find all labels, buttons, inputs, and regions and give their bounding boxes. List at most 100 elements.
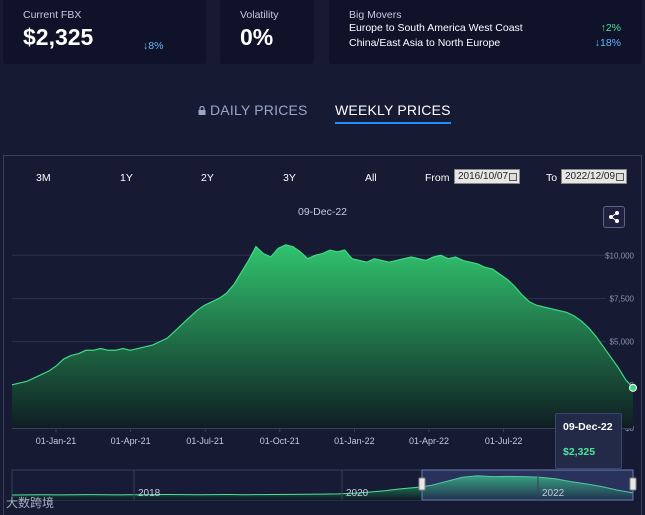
data-point — [211, 301, 212, 302]
x-tick-label: 01-Oct-21 — [260, 436, 300, 446]
data-point — [189, 317, 190, 318]
range-selector: 3M 1Y 2Y 3Y All From 2016/10/07 To 2022/… — [4, 156, 641, 196]
data-point — [233, 284, 234, 285]
watermark-logo: 大数跨境 — [6, 494, 54, 511]
range-2y-button[interactable]: 2Y — [201, 172, 214, 184]
data-point — [100, 348, 101, 349]
data-point — [440, 255, 441, 256]
range-1y-button[interactable]: 1Y — [120, 172, 133, 184]
price-chart: 09-Dec-22 $10,000$7,500$5,000$2,500$001-… — [4, 196, 641, 515]
navigator-area — [12, 475, 633, 500]
mover-row[interactable]: China/East Asia to North Europe ↓18% — [349, 37, 629, 49]
data-point — [448, 258, 449, 259]
data-point — [522, 295, 523, 296]
data-point — [551, 308, 552, 309]
data-point — [63, 358, 64, 359]
y-tick-label: $5,000 — [610, 338, 635, 347]
data-point — [352, 258, 353, 259]
data-point — [204, 305, 205, 306]
data-point — [159, 341, 160, 342]
data-point — [12, 384, 13, 385]
data-point — [477, 263, 478, 264]
data-point — [115, 350, 116, 351]
data-point — [507, 279, 508, 280]
data-point — [559, 310, 560, 311]
data-point — [71, 355, 72, 356]
data-point — [122, 348, 123, 349]
tab-weekly-prices[interactable]: WEEKLY PRICES — [335, 102, 451, 124]
data-point — [337, 251, 338, 252]
data-point — [596, 336, 597, 337]
data-point — [56, 365, 57, 366]
y-tick-label: $7,500 — [610, 294, 635, 303]
data-point — [300, 251, 301, 252]
data-point — [588, 327, 589, 328]
x-tick-label: 01-Apr-21 — [111, 436, 151, 446]
mover-row[interactable]: Europe to South America West Coast ↑2% — [349, 22, 629, 34]
data-point — [536, 305, 537, 306]
range-all-button[interactable]: All — [365, 172, 377, 184]
last-point-marker — [629, 383, 637, 392]
share-button[interactable] — [603, 206, 625, 228]
chart-tooltip: 09-Dec-22 $2,325 — [555, 413, 622, 469]
y-tick-label: $10,000 — [605, 251, 634, 260]
data-point — [219, 298, 220, 299]
data-point — [470, 262, 471, 263]
from-date-value: 2016/10/07 — [458, 171, 509, 182]
tab-daily-prices[interactable]: DAILY PRICES — [198, 102, 308, 118]
data-point — [455, 257, 456, 258]
data-point — [270, 257, 271, 258]
data-point — [381, 260, 382, 261]
data-point — [93, 350, 94, 351]
data-point — [581, 320, 582, 321]
x-tick-label: 01-Apr-22 — [409, 436, 449, 446]
data-point — [174, 331, 175, 332]
data-point — [145, 346, 146, 347]
data-point — [499, 274, 500, 275]
data-point — [182, 324, 183, 325]
data-point — [566, 312, 567, 313]
chart-panel: 3M 1Y 2Y 3Y All From 2016/10/07 To 2022/… — [3, 155, 642, 515]
area-chart-svg[interactable]: $10,000$7,500$5,000$2,500$001-Jan-2101-A… — [4, 196, 641, 515]
data-point — [403, 258, 404, 259]
data-point — [544, 307, 545, 308]
calendar-icon[interactable] — [509, 173, 517, 181]
data-point — [255, 246, 256, 247]
range-3y-button[interactable]: 3Y — [283, 172, 296, 184]
current-fbx-label: Current FBX — [23, 9, 82, 21]
mover-route: China/East Asia to North Europe — [349, 37, 501, 49]
data-point — [625, 379, 626, 380]
data-point — [329, 250, 330, 251]
navigator-handle[interactable] — [629, 477, 637, 491]
from-date-input[interactable]: 2016/10/07 — [454, 169, 520, 184]
navigator-label: 2018 — [138, 488, 161, 499]
data-point — [278, 248, 279, 249]
big-movers-card: Big Movers Europe to South America West … — [329, 0, 642, 64]
data-point — [34, 377, 35, 378]
x-tick-label: 01-Jan-22 — [334, 436, 375, 446]
current-fbx-change: ↓8% — [143, 40, 164, 52]
data-point — [26, 381, 27, 382]
x-tick-label: 01-Jul-21 — [186, 436, 224, 446]
data-point — [418, 258, 419, 259]
data-point — [485, 267, 486, 268]
share-icon — [609, 211, 619, 223]
data-point — [396, 260, 397, 261]
calendar-icon[interactable] — [616, 173, 624, 181]
data-point — [48, 371, 49, 372]
data-point — [322, 253, 323, 254]
to-date-input[interactable]: 2022/12/09 — [561, 169, 627, 184]
volatility-label: Volatility — [240, 9, 279, 21]
navigator-line — [11, 475, 634, 496]
navigator-label: 2022 — [542, 488, 565, 499]
data-point — [85, 350, 86, 351]
mover-route: Europe to South America West Coast — [349, 22, 523, 34]
range-3m-button[interactable]: 3M — [36, 172, 51, 184]
data-point — [248, 260, 249, 261]
navigator-handle[interactable] — [418, 477, 426, 491]
from-label: From — [425, 172, 450, 184]
data-point — [292, 246, 293, 247]
data-point — [108, 350, 109, 351]
data-point — [374, 258, 375, 259]
data-point — [196, 310, 197, 311]
